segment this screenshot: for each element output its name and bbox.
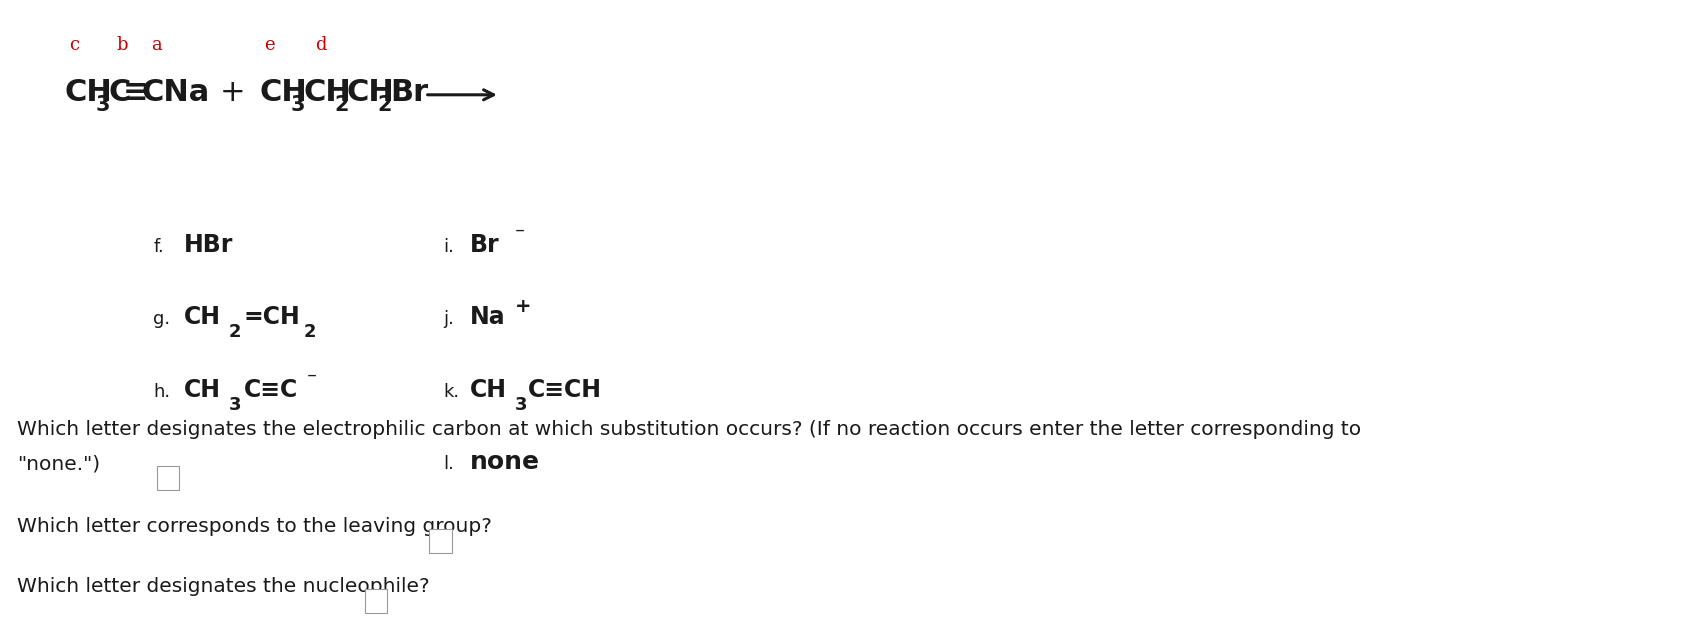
Text: f.: f. [153,238,164,256]
Text: l.: l. [443,455,453,473]
Text: Which letter corresponds to the leaving group?: Which letter corresponds to the leaving … [17,517,492,536]
Text: CH: CH [259,77,307,107]
Text: Which letter designates the electrophilic carbon at which substitution occurs? (: Which letter designates the electrophili… [17,420,1361,438]
Text: 3: 3 [228,396,240,413]
Text: Which letter designates the nucleophile?: Which letter designates the nucleophile? [17,577,429,596]
Text: Br: Br [470,233,499,257]
Text: HBr: HBr [184,233,233,257]
Text: CH: CH [470,378,508,402]
Text: k.: k. [443,383,458,401]
Text: g.: g. [153,311,170,328]
Text: Br: Br [390,77,428,107]
Text: ⁻: ⁻ [307,369,317,388]
Text: none: none [470,450,540,474]
Text: j.: j. [443,311,453,328]
Text: c: c [68,37,78,54]
Text: C: C [109,77,131,107]
Text: CH: CH [184,378,222,402]
Text: Na: Na [470,306,506,329]
Text: C≡CH: C≡CH [528,378,602,402]
FancyBboxPatch shape [157,466,179,490]
Text: CNa: CNa [141,77,210,107]
Text: +: + [515,297,532,316]
Text: +: + [220,77,245,107]
Text: CH: CH [303,77,351,107]
Text: C≡C: C≡C [244,378,298,402]
Text: CH: CH [65,77,112,107]
FancyBboxPatch shape [365,589,387,613]
Text: 3: 3 [291,94,305,115]
Text: i.: i. [443,238,453,256]
Text: =CH: =CH [244,306,300,329]
Text: 2: 2 [378,94,392,115]
Text: "none."): "none.") [17,454,101,473]
Text: ⁻: ⁻ [515,224,525,243]
Text: 3: 3 [95,94,111,115]
FancyBboxPatch shape [429,529,452,553]
Text: e: e [264,37,274,54]
Text: 3: 3 [515,396,527,413]
Text: ≡: ≡ [123,77,148,107]
Text: a: a [150,37,162,54]
Text: 2: 2 [228,323,240,341]
Text: CH: CH [184,306,222,329]
Text: d: d [315,37,325,54]
Text: h.: h. [153,383,170,401]
Text: 2: 2 [334,94,349,115]
Text: CH: CH [346,77,395,107]
Text: b: b [118,37,128,54]
Text: 2: 2 [303,323,315,341]
